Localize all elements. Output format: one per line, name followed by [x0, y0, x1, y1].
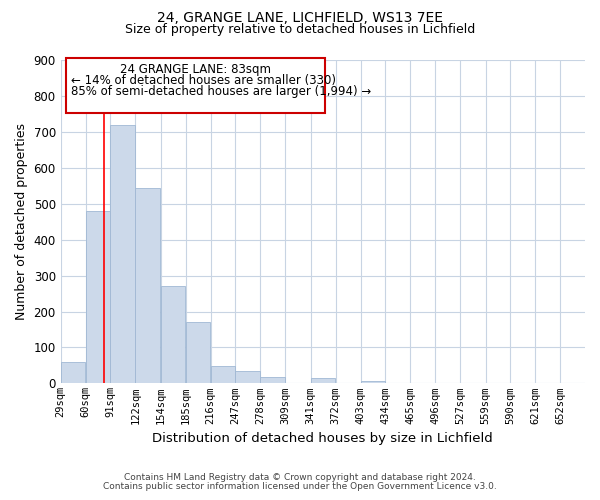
Bar: [161, 286, 185, 384]
Bar: [311, 378, 335, 384]
Bar: [135, 188, 160, 384]
X-axis label: Distribution of detached houses by size in Lichfield: Distribution of detached houses by size …: [152, 432, 493, 445]
Text: Contains public sector information licensed under the Open Government Licence v3: Contains public sector information licen…: [103, 482, 497, 491]
Text: ← 14% of detached houses are smaller (330): ← 14% of detached houses are smaller (33…: [71, 74, 336, 87]
FancyBboxPatch shape: [66, 58, 325, 114]
Text: 24 GRANGE LANE: 83sqm: 24 GRANGE LANE: 83sqm: [120, 62, 271, 76]
Text: Size of property relative to detached houses in Lichfield: Size of property relative to detached ho…: [125, 22, 475, 36]
Bar: [361, 380, 385, 384]
Bar: [186, 322, 210, 384]
Y-axis label: Number of detached properties: Number of detached properties: [15, 123, 28, 320]
Text: 85% of semi-detached houses are larger (1,994) →: 85% of semi-detached houses are larger (…: [71, 85, 371, 98]
Bar: [211, 366, 235, 384]
Text: Contains HM Land Registry data © Crown copyright and database right 2024.: Contains HM Land Registry data © Crown c…: [124, 474, 476, 482]
Bar: [110, 124, 135, 384]
Text: 24, GRANGE LANE, LICHFIELD, WS13 7EE: 24, GRANGE LANE, LICHFIELD, WS13 7EE: [157, 11, 443, 25]
Bar: [260, 377, 285, 384]
Bar: [61, 362, 85, 384]
Bar: [86, 211, 110, 384]
Bar: [235, 371, 260, 384]
